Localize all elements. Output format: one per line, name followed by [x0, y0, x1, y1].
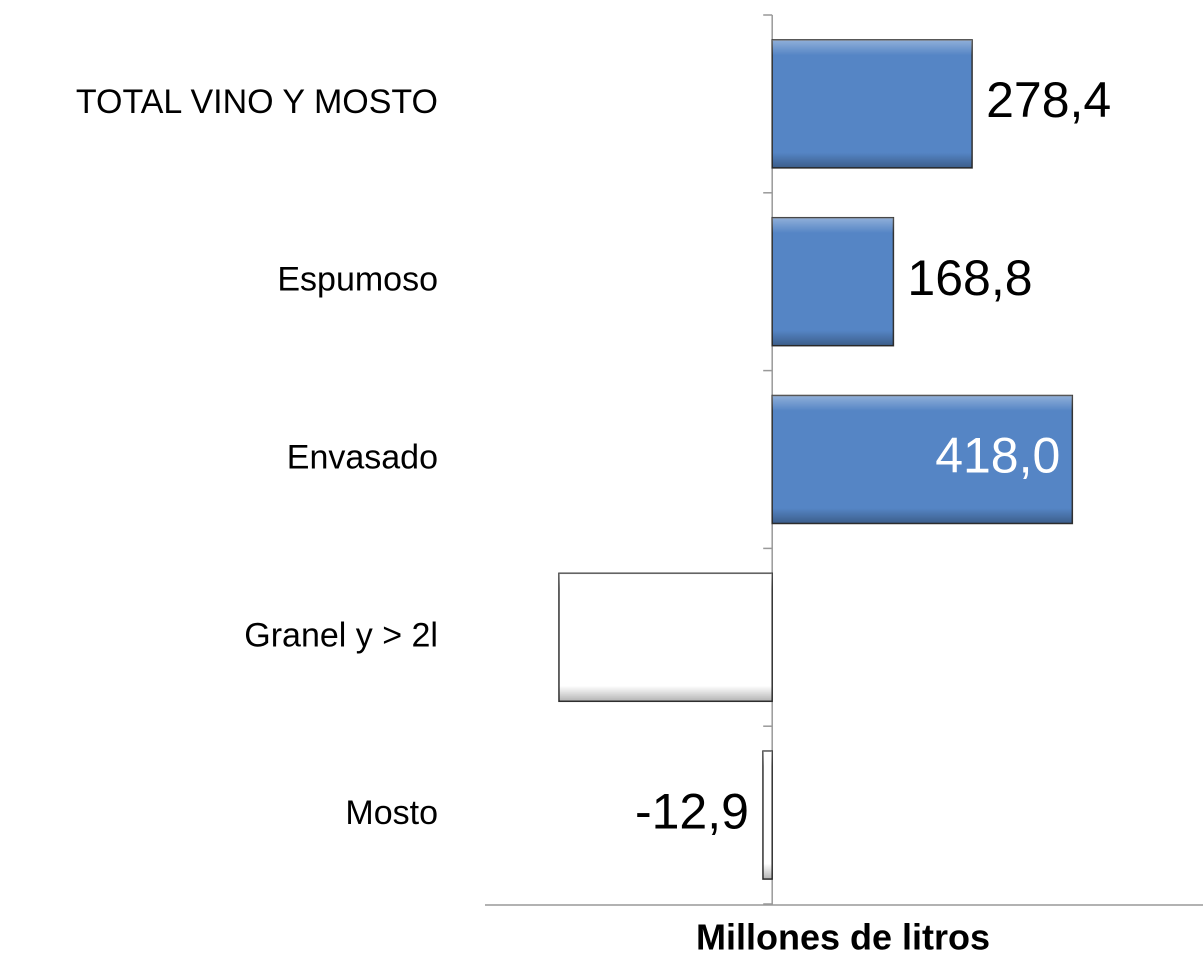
data-label: 278,4: [986, 72, 1111, 128]
y-tick-label: Envasado: [287, 438, 438, 476]
bar-bevel: [772, 39, 973, 168]
y-tick-label: Espumoso: [277, 261, 438, 299]
bar-bevel: [558, 573, 773, 702]
data-label: -12,9: [635, 783, 749, 839]
y-tick-label: TOTAL VINO Y MOSTO: [76, 83, 438, 121]
y-tick-label: Mosto: [345, 794, 438, 832]
bar-bevel: [772, 217, 894, 346]
data-label: 418,0: [935, 428, 1060, 484]
x-axis-title: Millones de litros: [696, 917, 990, 956]
bar-bevel: [772, 395, 1073, 524]
data-label: 168,8: [907, 250, 1032, 306]
bar-bevel: [762, 751, 773, 880]
y-tick-label: Granel y > 2l: [244, 616, 438, 654]
